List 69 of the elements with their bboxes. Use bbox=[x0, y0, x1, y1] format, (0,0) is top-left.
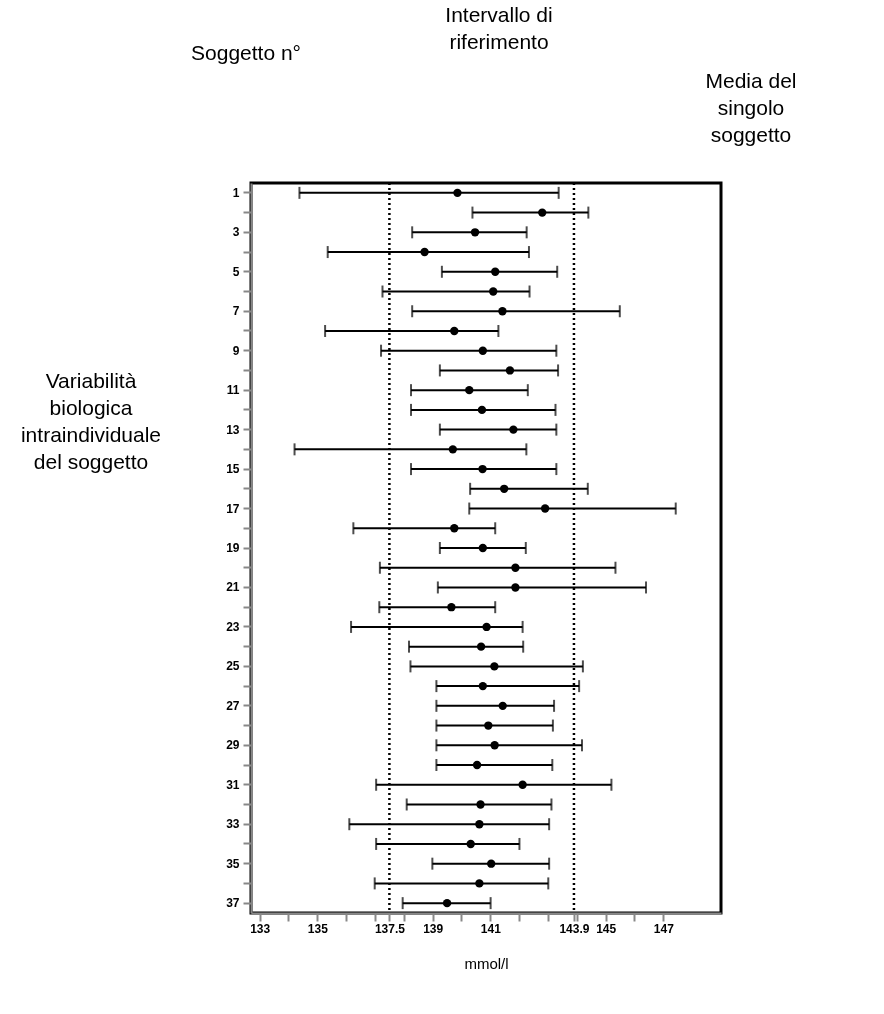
y-tick-label: 17 bbox=[226, 501, 240, 516]
point bbox=[472, 760, 482, 770]
point bbox=[450, 326, 459, 336]
x-tick-label: 139 bbox=[423, 921, 444, 936]
x-tick-label: 137.5 bbox=[374, 921, 406, 936]
y-tick-label: 5 bbox=[232, 264, 240, 279]
point bbox=[511, 583, 520, 592]
point bbox=[482, 622, 491, 632]
point bbox=[478, 346, 488, 355]
point bbox=[511, 563, 520, 572]
x-tick-label: 141 bbox=[480, 921, 502, 936]
point bbox=[476, 800, 485, 809]
x-tick-label: 133 bbox=[250, 921, 271, 936]
point bbox=[470, 228, 480, 237]
y-tick-label: 21 bbox=[226, 580, 240, 595]
point bbox=[490, 662, 499, 671]
x-axis-title: mmol/l bbox=[464, 954, 509, 972]
point bbox=[420, 247, 429, 257]
point bbox=[465, 385, 474, 395]
point bbox=[490, 741, 499, 750]
point bbox=[499, 484, 509, 493]
point bbox=[453, 188, 462, 198]
x-tick-label: 147 bbox=[653, 921, 675, 936]
point bbox=[476, 642, 486, 651]
y-tick-label: 15 bbox=[226, 462, 240, 477]
text: Media del singolo soggetto bbox=[705, 69, 797, 146]
text: Variabilità biologica intraindividuale del soggetto bbox=[20, 369, 162, 473]
point bbox=[447, 603, 456, 612]
y-tick-label: 3 bbox=[232, 225, 240, 240]
y-tick-label: 35 bbox=[226, 856, 240, 871]
y-tick-label: 27 bbox=[226, 698, 240, 713]
text: Soggetto n° bbox=[191, 41, 301, 64]
x-tick-label: 145 bbox=[596, 921, 617, 936]
y-tick-label: 37 bbox=[226, 896, 240, 911]
point bbox=[466, 839, 475, 849]
y-tick-label: 19 bbox=[226, 541, 240, 555]
point bbox=[487, 859, 496, 868]
point bbox=[475, 879, 484, 888]
point bbox=[505, 366, 515, 375]
point bbox=[540, 504, 550, 513]
y-tick-label: 13 bbox=[226, 422, 240, 437]
point bbox=[478, 464, 487, 474]
point bbox=[477, 405, 487, 415]
y-tick-label: 1 bbox=[232, 185, 240, 200]
y-tick-label: 9 bbox=[232, 343, 240, 358]
y-tick-label: 33 bbox=[226, 817, 240, 832]
y-tick-label: 25 bbox=[226, 659, 240, 674]
y-tick-label: 31 bbox=[226, 777, 240, 792]
y-tick-label: 23 bbox=[226, 619, 240, 634]
point bbox=[498, 307, 507, 316]
point bbox=[489, 287, 498, 296]
point bbox=[491, 267, 500, 276]
point bbox=[518, 780, 527, 789]
point bbox=[478, 543, 488, 553]
point bbox=[478, 681, 488, 691]
point bbox=[498, 701, 507, 711]
point bbox=[538, 208, 547, 217]
y-tick-label: 11 bbox=[226, 383, 240, 398]
point bbox=[484, 721, 493, 730]
point bbox=[475, 820, 484, 829]
point bbox=[450, 524, 459, 533]
point bbox=[442, 898, 452, 908]
y-tick-label: 7 bbox=[232, 304, 240, 319]
point bbox=[509, 425, 518, 434]
x-tick-label: 135 bbox=[307, 921, 329, 936]
x-tick-label: 143.9 bbox=[559, 921, 590, 936]
text: Intervallo di riferimento bbox=[445, 3, 553, 53]
y-tick-label: 29 bbox=[226, 738, 240, 753]
point bbox=[448, 445, 458, 454]
